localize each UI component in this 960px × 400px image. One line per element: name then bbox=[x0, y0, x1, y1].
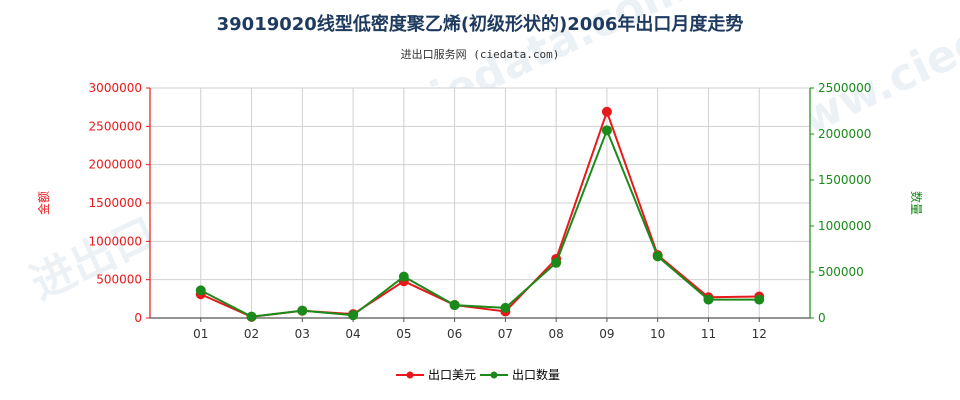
right-tick-label: 2500000 bbox=[818, 81, 871, 95]
series-layer bbox=[195, 106, 765, 322]
x-tick-label: 10 bbox=[650, 327, 665, 341]
data-point-quantity bbox=[398, 271, 409, 282]
data-point-quantity bbox=[246, 311, 257, 322]
legend: 出口美元 出口数量 bbox=[396, 367, 560, 382]
right-tick-label: 2000000 bbox=[818, 127, 871, 141]
x-axis-ticks: 01 02 03 04 05 06 07 08 09 10 11 12 bbox=[193, 318, 767, 341]
chart-subtitle: 进出口服务网 (ciedata.com) bbox=[401, 47, 560, 61]
x-tick-label: 07 bbox=[498, 327, 513, 341]
x-tick-label: 12 bbox=[752, 327, 767, 341]
data-point-quantity bbox=[601, 125, 612, 136]
legend-marker-quantity bbox=[490, 371, 498, 379]
left-axis-ticks: 0 500000 1000000 1500000 2000000 2500000 30000… bbox=[89, 81, 150, 325]
data-point-quantity bbox=[551, 257, 562, 268]
right-tick-label: 0 bbox=[818, 311, 826, 325]
legend-label-usd: 出口美元 bbox=[428, 368, 476, 382]
right-tick-label: 1500000 bbox=[818, 173, 871, 187]
left-tick-label: 1000000 bbox=[89, 234, 142, 248]
right-tick-label: 1000000 bbox=[818, 219, 871, 233]
x-tick-label: 09 bbox=[599, 327, 614, 341]
left-tick-label: 1500000 bbox=[89, 196, 142, 210]
data-point-quantity bbox=[500, 302, 511, 313]
legend-marker-usd bbox=[406, 371, 414, 379]
right-tick-label: 500000 bbox=[818, 265, 864, 279]
legend-label-quantity: 出口数量 bbox=[512, 367, 560, 382]
data-point-usd bbox=[601, 106, 612, 117]
x-tick-label: 06 bbox=[447, 327, 462, 341]
right-axis-label: 数量 bbox=[909, 191, 924, 215]
data-point-quantity bbox=[652, 251, 663, 262]
chart-title: 39019020线型低密度聚乙烯(初级形状的)2006年出口月度走势 bbox=[217, 13, 744, 35]
left-tick-label: 3000000 bbox=[89, 81, 142, 95]
x-tick-label: 03 bbox=[295, 327, 310, 341]
left-tick-label: 2500000 bbox=[89, 119, 142, 133]
x-tick-label: 04 bbox=[345, 327, 360, 341]
x-tick-label: 01 bbox=[193, 327, 208, 341]
x-tick-label: 08 bbox=[549, 327, 564, 341]
data-point-quantity bbox=[297, 305, 308, 316]
data-point-quantity bbox=[348, 310, 359, 321]
x-tick-label: 05 bbox=[396, 327, 411, 341]
data-point-quantity bbox=[449, 300, 460, 311]
left-tick-label: 0 bbox=[134, 311, 142, 325]
left-axis-label: 金额 bbox=[36, 191, 51, 215]
data-point-quantity bbox=[703, 294, 714, 305]
data-point-quantity bbox=[195, 285, 206, 296]
x-tick-label: 02 bbox=[244, 327, 259, 341]
right-axis-ticks: 0 500000 1000000 1500000 2000000 2500000 bbox=[810, 81, 871, 325]
data-point-quantity bbox=[754, 294, 765, 305]
left-tick-label: 2000000 bbox=[89, 158, 142, 172]
series-line-quantity bbox=[200, 127, 760, 318]
grid bbox=[149, 87, 811, 319]
left-tick-label: 500000 bbox=[96, 273, 142, 287]
x-tick-label: 11 bbox=[701, 327, 716, 341]
